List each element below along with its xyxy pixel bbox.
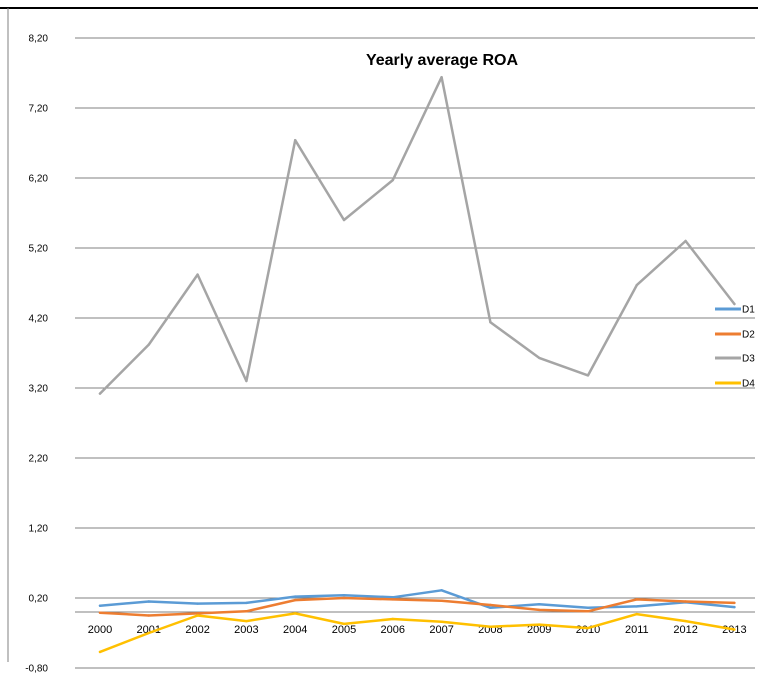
data-point-d2 — [245, 610, 248, 613]
data-point-d1 — [196, 602, 199, 605]
series-line-d1 — [98, 589, 736, 610]
y-tick-label: 1,20 — [29, 524, 49, 535]
data-point-d4 — [586, 626, 590, 630]
series-line-d3 — [98, 75, 736, 395]
data-point-d3 — [245, 379, 248, 383]
data-point-d2 — [391, 598, 394, 601]
data-point-d2 — [98, 611, 102, 614]
x-tick-label: 2012 — [673, 624, 697, 636]
data-point-d1 — [98, 604, 102, 607]
series-line-d4 — [98, 612, 736, 654]
x-tick-label: 2006 — [381, 624, 405, 636]
data-point-d3 — [294, 139, 297, 142]
data-point-d1 — [391, 596, 394, 599]
chart-title: Yearly average ROA — [366, 52, 519, 69]
data-point-d4 — [294, 612, 297, 615]
x-tick-label: 2000 — [88, 624, 112, 636]
data-point-d1 — [733, 605, 736, 609]
data-point-d4 — [196, 614, 199, 617]
data-point-d3 — [147, 343, 150, 346]
data-point-d4 — [635, 612, 638, 616]
y-tick-label: 4,20 — [29, 314, 49, 325]
x-tick-label: 2005 — [332, 624, 356, 636]
data-point-d2 — [294, 598, 297, 602]
x-tick-label: 2004 — [283, 624, 307, 636]
data-point-d4 — [391, 617, 394, 621]
y-tick-label: 2,20 — [29, 454, 49, 465]
x-axis-ticks: 2000 2001 2002 2003 2004 2005 2006 2007 2008 2009… — [88, 624, 747, 636]
data-point-d4 — [684, 619, 687, 623]
legend-label-d4: D4 — [742, 379, 755, 390]
y-tick-label: -0,80 — [25, 664, 48, 675]
y-tick-label: 3,20 — [29, 384, 49, 395]
x-tick-label: 2011 — [625, 624, 649, 636]
data-point-d3 — [489, 321, 492, 324]
y-tick-label: 7,20 — [29, 104, 49, 115]
data-point-d3 — [440, 76, 443, 79]
data-point-d2 — [489, 603, 492, 607]
x-tick-label: 2007 — [429, 624, 453, 636]
data-point-d4 — [440, 620, 443, 623]
data-point-d3 — [733, 302, 736, 306]
data-point-d1 — [294, 595, 297, 598]
data-point-d4 — [538, 623, 541, 626]
data-point-d2 — [733, 601, 736, 605]
data-point-d1 — [342, 594, 346, 597]
data-point-d1 — [586, 606, 590, 609]
data-point-d2 — [635, 598, 638, 601]
legend: D1 D2 D3 D4 — [715, 305, 755, 390]
data-point-d2 — [147, 614, 150, 617]
x-tick-label: 2001 — [137, 624, 161, 636]
data-point-d1 — [489, 606, 492, 609]
x-tick-label: 2002 — [185, 624, 209, 636]
data-point-d1 — [147, 600, 150, 603]
series-line-d2 — [98, 596, 736, 617]
data-point-d3 — [342, 218, 346, 222]
data-point-d4 — [245, 619, 248, 623]
data-point-d3 — [98, 392, 102, 395]
series-lines — [98, 75, 736, 654]
data-point-d3 — [684, 239, 687, 243]
y-tick-label: 8,20 — [29, 34, 49, 45]
data-point-d2 — [342, 596, 346, 600]
data-point-d3 — [391, 178, 394, 182]
legend-label-d3: D3 — [742, 354, 755, 365]
legend-label-d1: D1 — [742, 305, 755, 316]
data-point-d1 — [538, 603, 541, 606]
data-point-d3 — [586, 374, 590, 377]
data-point-d1 — [635, 605, 638, 608]
data-point-d4 — [733, 628, 736, 631]
data-point-d4 — [98, 650, 102, 654]
data-point-d2 — [586, 610, 590, 613]
data-point-d2 — [684, 600, 687, 603]
y-axis-ticks: 8,20 7,20 6,20 5,20 4,20 3,20 2,20 1,20 0,20 -0,8… — [25, 34, 48, 675]
y-tick-label: 5,20 — [29, 244, 49, 255]
y-tick-label: 0,20 — [29, 594, 49, 605]
data-point-d2 — [538, 608, 541, 612]
data-point-d1 — [440, 589, 443, 592]
data-point-d2 — [196, 612, 199, 615]
data-point-d3 — [635, 283, 638, 287]
x-tick-label: 2003 — [234, 624, 258, 636]
legend-label-d2: D2 — [742, 330, 755, 341]
data-point-d4 — [342, 622, 346, 626]
data-point-d1 — [245, 601, 248, 605]
gridlines — [75, 37, 755, 669]
data-point-d2 — [440, 599, 443, 602]
data-point-d4 — [147, 631, 150, 635]
data-point-d3 — [196, 273, 199, 276]
data-point-d3 — [538, 356, 541, 360]
x-tick-label: 2009 — [527, 624, 551, 636]
y-tick-label: 6,20 — [29, 174, 49, 185]
data-point-d4 — [489, 625, 492, 628]
